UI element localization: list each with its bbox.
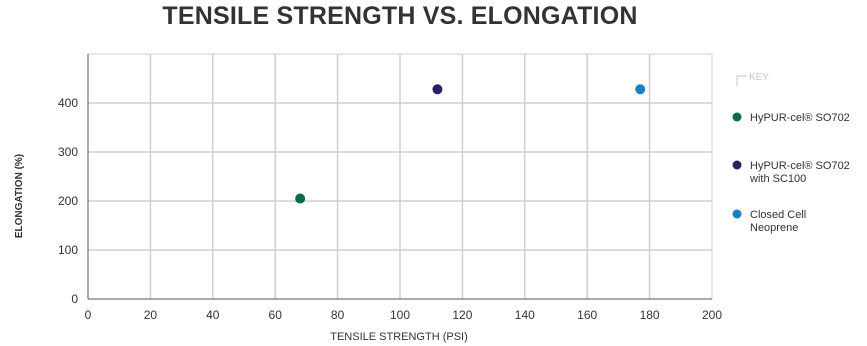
x-tick-label: 200	[702, 308, 722, 322]
x-tick-label: 0	[85, 308, 92, 322]
x-tick-label: 40	[206, 308, 220, 322]
legend-marker	[732, 112, 742, 122]
data-point	[295, 193, 306, 204]
legend-marker	[732, 209, 742, 219]
x-tick-label: 20	[144, 308, 158, 322]
x-tick-label: 120	[452, 308, 472, 322]
y-tick-label: 0	[71, 292, 78, 306]
x-tick-label: 140	[515, 308, 535, 322]
y-tick-label: 100	[58, 243, 78, 257]
data-points	[295, 84, 646, 204]
x-tick-labels: 0 20 40 60 80 100 120 140 160 180 200	[85, 308, 723, 322]
x-tick-label: 60	[269, 308, 283, 322]
chart-title: TENSILE STRENGTH VS. ELONGATION	[162, 2, 638, 30]
x-tick-label: 180	[640, 308, 660, 322]
data-point	[432, 84, 443, 95]
legend-label: HyPUR-cel® SO702	[750, 160, 850, 172]
grid-lines	[88, 54, 712, 299]
y-tick-label: 400	[58, 96, 78, 110]
axes	[87, 54, 712, 300]
y-tick-labels: 0 100 200 300 400	[58, 96, 78, 306]
y-tick-label: 300	[58, 145, 78, 159]
legend-label: Neoprene	[750, 222, 798, 234]
legend-key-bracket	[736, 75, 747, 86]
y-axis-label: ELONGATION (%)	[14, 154, 25, 238]
x-tick-label: 160	[577, 308, 597, 322]
legend-title: KEY	[749, 72, 769, 83]
data-point	[635, 84, 646, 95]
y-tick-label: 200	[58, 194, 78, 208]
x-tick-label: 80	[331, 308, 345, 322]
legend-marker	[732, 160, 742, 170]
legend-label: with SC100	[749, 173, 806, 185]
legend-label: Closed Cell	[750, 209, 806, 221]
legend-label: HyPUR-cel® SO702	[750, 112, 850, 124]
x-tick-label: 100	[390, 308, 410, 322]
x-axis-label: TENSILE STRENGTH (PSI)	[330, 331, 468, 343]
